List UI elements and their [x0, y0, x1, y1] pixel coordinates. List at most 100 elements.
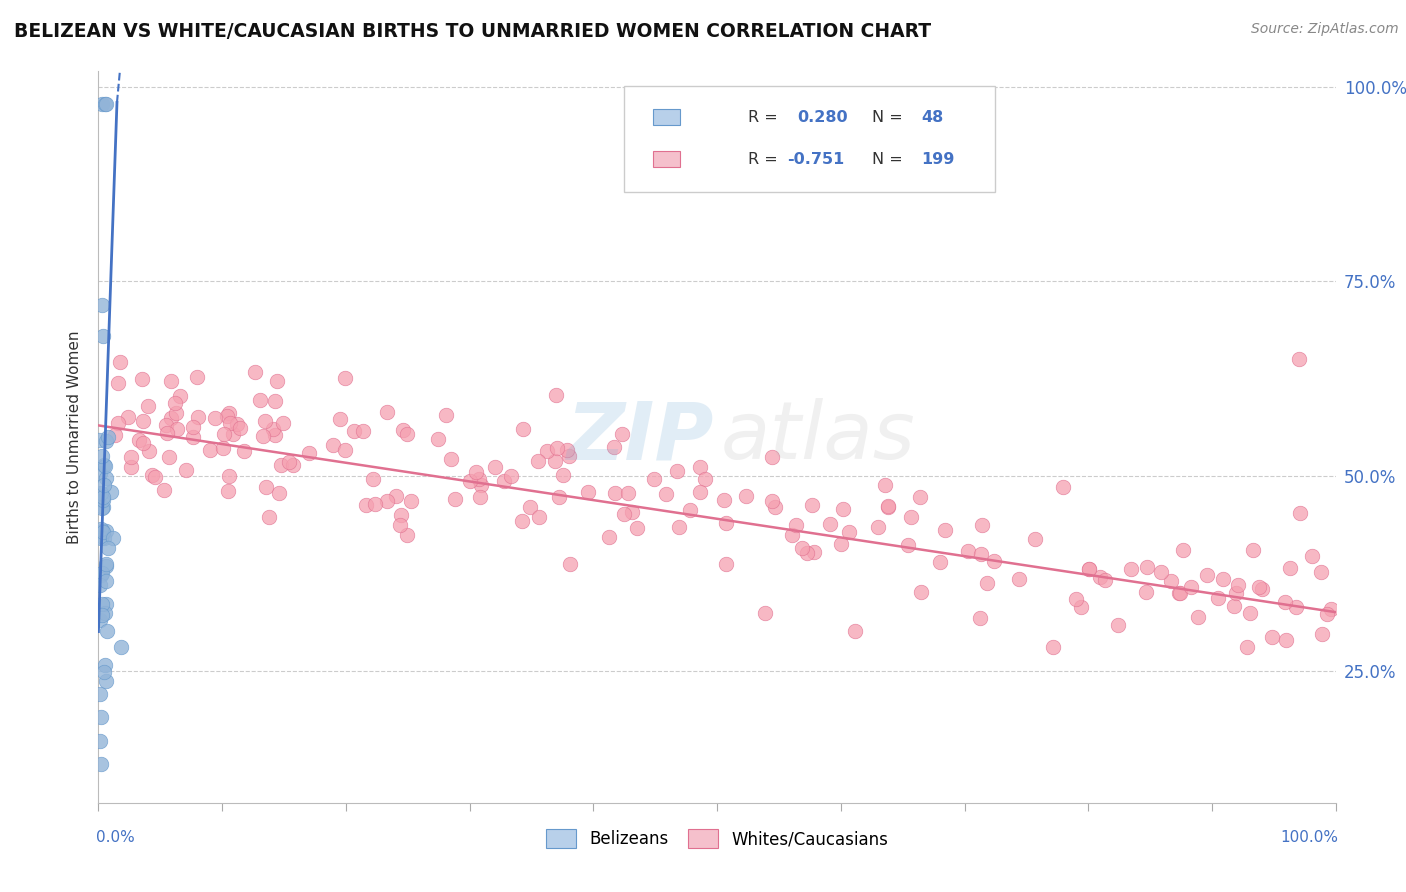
Point: [396, 427, 419, 442]
Point: [1274, 594, 1296, 608]
Point: [527, 510, 550, 524]
Y-axis label: Births to Unmarried Women: Births to Unmarried Women: [66, 330, 82, 544]
Point: [1187, 609, 1209, 624]
Point: [90, 608, 112, 623]
Point: [93, 665, 115, 679]
Point: [426, 432, 449, 446]
Point: [877, 499, 900, 513]
Point: [253, 414, 276, 428]
Point: [384, 489, 406, 503]
Point: [90, 566, 112, 580]
Point: [169, 389, 191, 403]
Point: [93, 458, 115, 473]
Point: [96, 434, 118, 448]
Text: 0.0%: 0.0%: [96, 830, 135, 845]
Point: [1167, 586, 1189, 600]
Point: [844, 624, 866, 638]
Point: [765, 500, 787, 514]
Point: [141, 468, 163, 483]
Point: [1251, 582, 1274, 596]
Point: [96, 624, 118, 638]
Point: [1070, 600, 1092, 615]
Point: [536, 444, 558, 458]
Point: [553, 468, 575, 483]
Point: [100, 484, 122, 499]
Point: [204, 411, 226, 425]
Point: [458, 474, 481, 488]
Point: [262, 422, 284, 436]
Point: [89, 613, 111, 627]
Point: [444, 491, 467, 506]
Point: [120, 450, 142, 464]
Point: [621, 505, 644, 519]
Point: [1275, 633, 1298, 648]
Point: [877, 500, 900, 515]
Point: [792, 541, 814, 555]
Point: [1279, 561, 1302, 575]
Point: [468, 472, 491, 486]
Point: [281, 458, 304, 472]
Point: [484, 460, 506, 475]
Point: [181, 430, 204, 444]
Point: [107, 416, 129, 430]
Point: [713, 493, 735, 508]
Point: [94, 524, 117, 538]
Point: [93, 329, 115, 343]
Text: atlas: atlas: [721, 398, 915, 476]
Point: [969, 611, 991, 625]
Point: [785, 517, 807, 532]
Point: [364, 497, 387, 511]
Point: [820, 517, 842, 532]
Point: [266, 375, 288, 389]
FancyBboxPatch shape: [652, 151, 681, 167]
Point: [655, 487, 678, 501]
Text: ZIP: ZIP: [567, 398, 713, 476]
Point: [94, 97, 117, 112]
Point: [598, 531, 620, 545]
Point: [610, 427, 633, 442]
Point: [333, 442, 356, 457]
Point: [138, 443, 160, 458]
Point: [91, 493, 114, 508]
Point: [160, 374, 183, 388]
Point: [254, 480, 277, 494]
Point: [329, 411, 352, 425]
Point: [97, 541, 120, 555]
Point: [354, 499, 377, 513]
Point: [470, 478, 492, 492]
Point: [389, 508, 412, 522]
Point: [389, 518, 412, 533]
Point: [1285, 600, 1308, 615]
Point: [754, 606, 776, 620]
Point: [222, 426, 245, 441]
Point: [543, 454, 565, 468]
Point: [603, 486, 626, 500]
Point: [157, 450, 180, 464]
Point: [375, 494, 398, 508]
Point: [165, 406, 187, 420]
Point: [800, 498, 823, 512]
Point: [494, 474, 516, 488]
Point: [94, 458, 117, 473]
Point: [91, 449, 114, 463]
Point: [866, 520, 889, 534]
Legend: Belizeans, Whites/Caucasians: Belizeans, Whites/Caucasians: [537, 821, 897, 856]
Point: [93, 531, 115, 545]
Point: [1094, 574, 1116, 588]
Point: [665, 464, 688, 478]
Point: [186, 369, 208, 384]
Point: [91, 491, 114, 505]
Point: [689, 460, 711, 475]
Point: [1078, 562, 1101, 576]
Point: [1135, 585, 1157, 599]
Point: [94, 658, 117, 673]
Point: [1310, 565, 1333, 579]
Point: [375, 405, 398, 419]
Point: [910, 490, 932, 504]
Point: [90, 501, 112, 516]
Point: [465, 465, 488, 479]
Text: Source: ZipAtlas.com: Source: ZipAtlas.com: [1251, 22, 1399, 37]
Point: [1171, 543, 1194, 558]
Point: [1090, 570, 1112, 584]
Text: BELIZEAN VS WHITE/CAUCASIAN BIRTHS TO UNMARRIED WOMEN CORRELATION CHART: BELIZEAN VS WHITE/CAUCASIAN BIRTHS TO UN…: [14, 22, 931, 41]
